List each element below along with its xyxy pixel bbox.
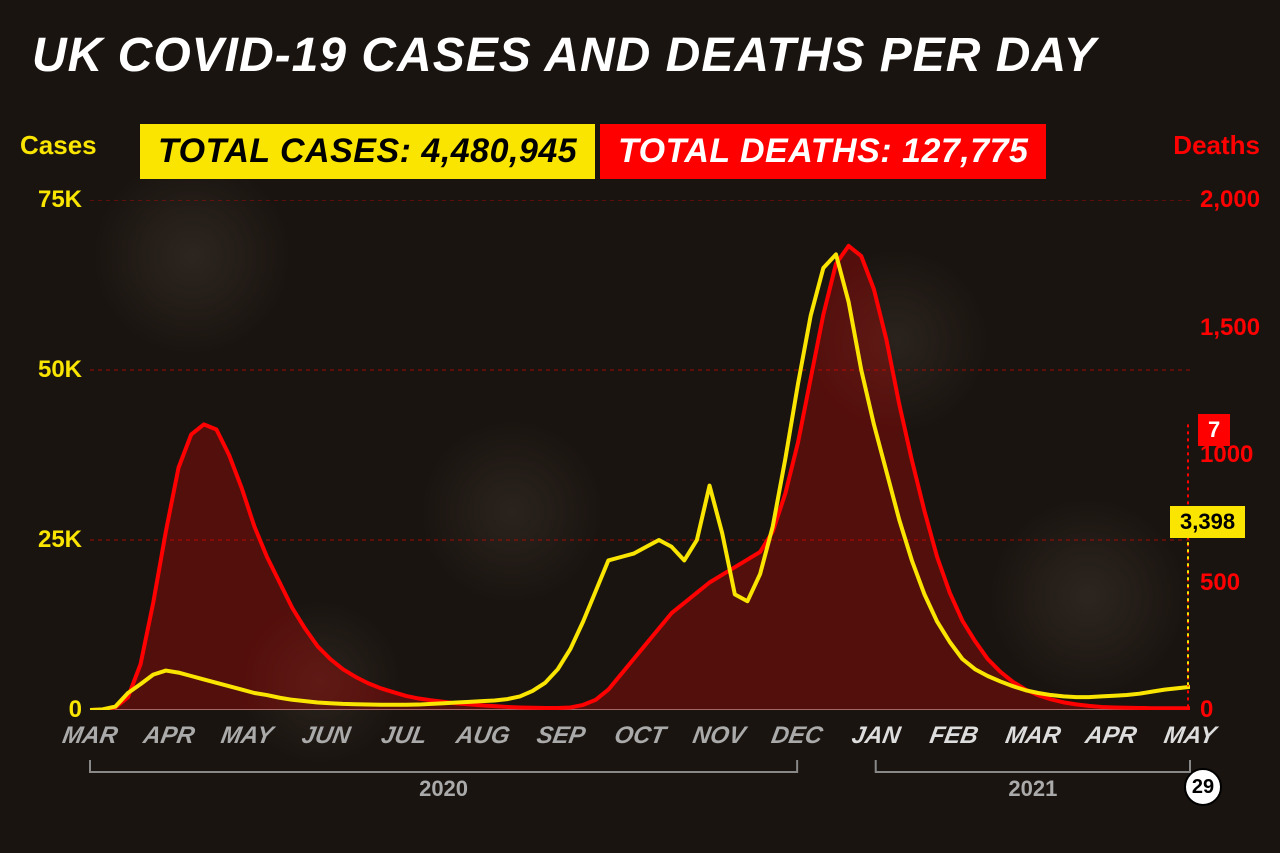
- year-label-2021: 2021: [1008, 776, 1057, 802]
- x-tick-label: AUG: [454, 722, 512, 750]
- latest-deaths-badge: 7: [1198, 414, 1230, 446]
- x-tick-label: JAN: [849, 722, 902, 750]
- x-tick-label: MAR: [60, 722, 120, 750]
- y-axis-right-label: Deaths: [1173, 130, 1260, 161]
- latest-cases-badge: 3,398: [1170, 506, 1245, 538]
- x-tick-label: FEB: [928, 722, 981, 750]
- chart-plot-area: [90, 200, 1190, 710]
- x-tick-label: SEP: [535, 722, 588, 750]
- x-tick-label: NOV: [690, 722, 747, 750]
- total-cases-badge: TOTAL CASES: 4,480,945: [140, 124, 595, 179]
- y-left-tick: 75K: [38, 186, 82, 214]
- chart-svg: [90, 200, 1190, 710]
- y-left-tick: 0: [69, 696, 82, 724]
- y-right-tick: 0: [1200, 696, 1213, 724]
- x-tick-label: JUL: [379, 722, 429, 750]
- year-label-2020: 2020: [419, 776, 468, 802]
- x-tick-label: OCT: [612, 722, 668, 750]
- x-tick-label: MAR: [1003, 722, 1063, 750]
- x-tick-label: MAY: [219, 722, 275, 750]
- total-deaths-badge: TOTAL DEATHS: 127,775: [600, 124, 1046, 179]
- chart-title: UK COVID-19 CASES AND DEATHS PER DAY: [32, 28, 1097, 83]
- y-right-tick: 2,000: [1200, 186, 1260, 214]
- y-left-tick: 50K: [38, 356, 82, 384]
- y-axis-left-label: Cases: [20, 130, 97, 161]
- x-tick-label: DEC: [769, 722, 825, 750]
- y-left-tick: 25K: [38, 526, 82, 554]
- x-tick-label: APR: [141, 722, 197, 750]
- y-right-tick: 1,500: [1200, 314, 1260, 342]
- x-tick-label: MAY: [1162, 722, 1218, 750]
- y-right-tick: 500: [1200, 569, 1240, 597]
- x-tick-label: JUN: [299, 722, 352, 750]
- x-tick-label: APR: [1084, 722, 1140, 750]
- latest-day-circle: 29: [1184, 768, 1222, 806]
